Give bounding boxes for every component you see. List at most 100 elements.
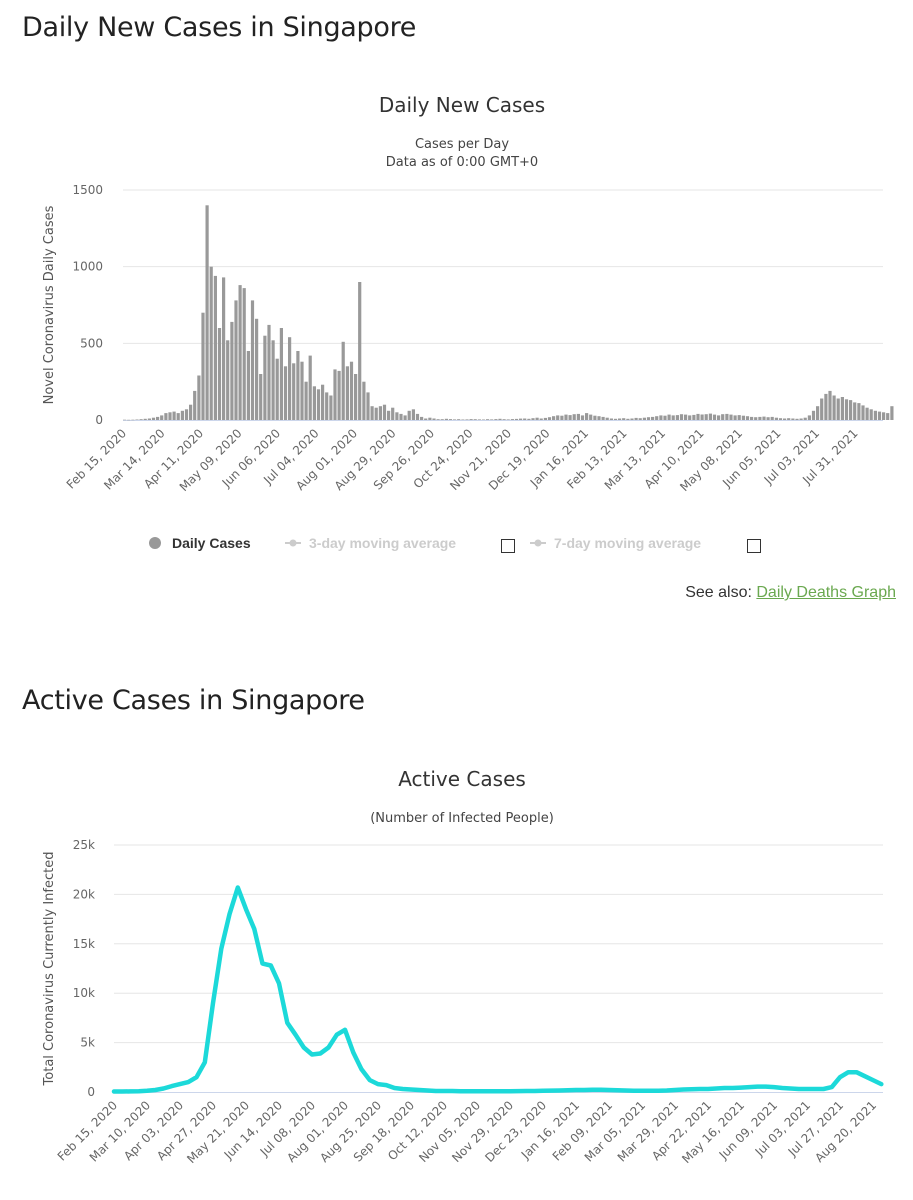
y-tick-label: 20k — [73, 887, 95, 901]
bar — [552, 416, 556, 420]
bar — [213, 275, 217, 420]
bar — [366, 392, 370, 420]
bar — [283, 366, 288, 420]
bar — [556, 415, 560, 420]
bar — [708, 413, 712, 420]
bar — [820, 398, 824, 420]
bar — [424, 418, 428, 420]
bar — [721, 414, 725, 420]
bar — [308, 355, 312, 420]
bar — [494, 419, 498, 420]
y-tick-label: 5k — [80, 1036, 95, 1050]
active-cases-line — [111, 885, 884, 1094]
y-tick-label: 25k — [73, 838, 95, 852]
bar — [193, 390, 197, 420]
legend-item-moving-average[interactable]: 7-day moving average — [554, 535, 701, 551]
bar — [807, 415, 811, 420]
bar — [205, 205, 209, 420]
bar — [618, 418, 622, 420]
bar — [506, 419, 510, 420]
legend-item-moving-average[interactable]: 3-day moving average — [309, 535, 456, 551]
bar — [279, 328, 283, 420]
bar — [626, 418, 630, 420]
bar — [457, 419, 461, 420]
bar — [510, 419, 514, 420]
bar — [263, 335, 267, 420]
bar — [688, 415, 692, 420]
active-cases-chart: Active Cases (Number of Infected People) T… — [42, 767, 884, 1166]
bar — [514, 418, 519, 420]
bar — [477, 419, 481, 420]
bar — [659, 415, 663, 420]
bar — [523, 418, 527, 420]
bar — [395, 412, 399, 420]
bar — [370, 406, 374, 420]
bar — [729, 414, 733, 420]
bar — [712, 414, 717, 420]
bar — [358, 282, 362, 420]
bar — [399, 413, 403, 420]
bar — [374, 407, 378, 420]
y-tick-label: 10k — [73, 986, 95, 1000]
bar — [288, 337, 292, 420]
bar — [250, 300, 255, 420]
bar — [432, 418, 436, 420]
bar — [180, 410, 184, 420]
bar — [448, 419, 453, 420]
daily-section-heading: Daily New Cases in Singapore — [22, 12, 417, 43]
bar — [242, 288, 246, 420]
bar — [341, 341, 345, 420]
bar — [766, 417, 770, 420]
bar — [750, 416, 754, 420]
bar — [502, 419, 506, 420]
bar — [238, 285, 242, 420]
bar — [778, 418, 783, 420]
bar — [543, 417, 547, 420]
bar — [675, 415, 679, 420]
bar — [535, 417, 539, 420]
bar — [609, 418, 613, 420]
bar — [527, 418, 531, 420]
bar — [300, 361, 304, 420]
bar — [354, 374, 358, 420]
bar — [160, 415, 164, 420]
bar — [589, 414, 593, 420]
bar — [811, 410, 816, 420]
bar — [737, 415, 741, 420]
bar — [362, 381, 366, 420]
daily-deaths-graph-link[interactable]: Daily Deaths Graph — [756, 584, 896, 601]
bar — [436, 419, 440, 420]
bar — [651, 416, 655, 420]
legend-checkbox[interactable] — [747, 539, 761, 553]
bar — [209, 266, 213, 420]
y-tick-label: 0 — [87, 1085, 95, 1099]
y-tick-label: 15k — [73, 937, 95, 951]
bar — [667, 414, 671, 420]
bar — [325, 392, 329, 420]
bar — [613, 418, 618, 420]
chart-subtitle: Cases per Day — [415, 137, 509, 152]
bar — [828, 390, 832, 420]
bar — [741, 415, 745, 420]
bar — [498, 418, 502, 420]
bar — [345, 366, 349, 420]
bar — [622, 418, 626, 420]
bar — [312, 386, 316, 420]
bar — [580, 415, 585, 420]
bar — [844, 399, 849, 420]
bar — [481, 419, 486, 420]
legend-marker-daily-cases — [149, 537, 161, 549]
bar — [222, 277, 226, 420]
bar — [799, 418, 803, 420]
bar — [490, 419, 494, 420]
bar — [671, 415, 675, 420]
bar — [275, 358, 279, 420]
bar — [865, 407, 869, 420]
bar — [787, 418, 791, 420]
legend-checkbox[interactable] — [501, 539, 515, 553]
bar — [316, 389, 321, 420]
bar — [259, 374, 263, 420]
bar — [172, 411, 176, 420]
legend-item-daily-cases[interactable]: Daily Cases — [172, 535, 251, 551]
bar — [197, 375, 201, 420]
